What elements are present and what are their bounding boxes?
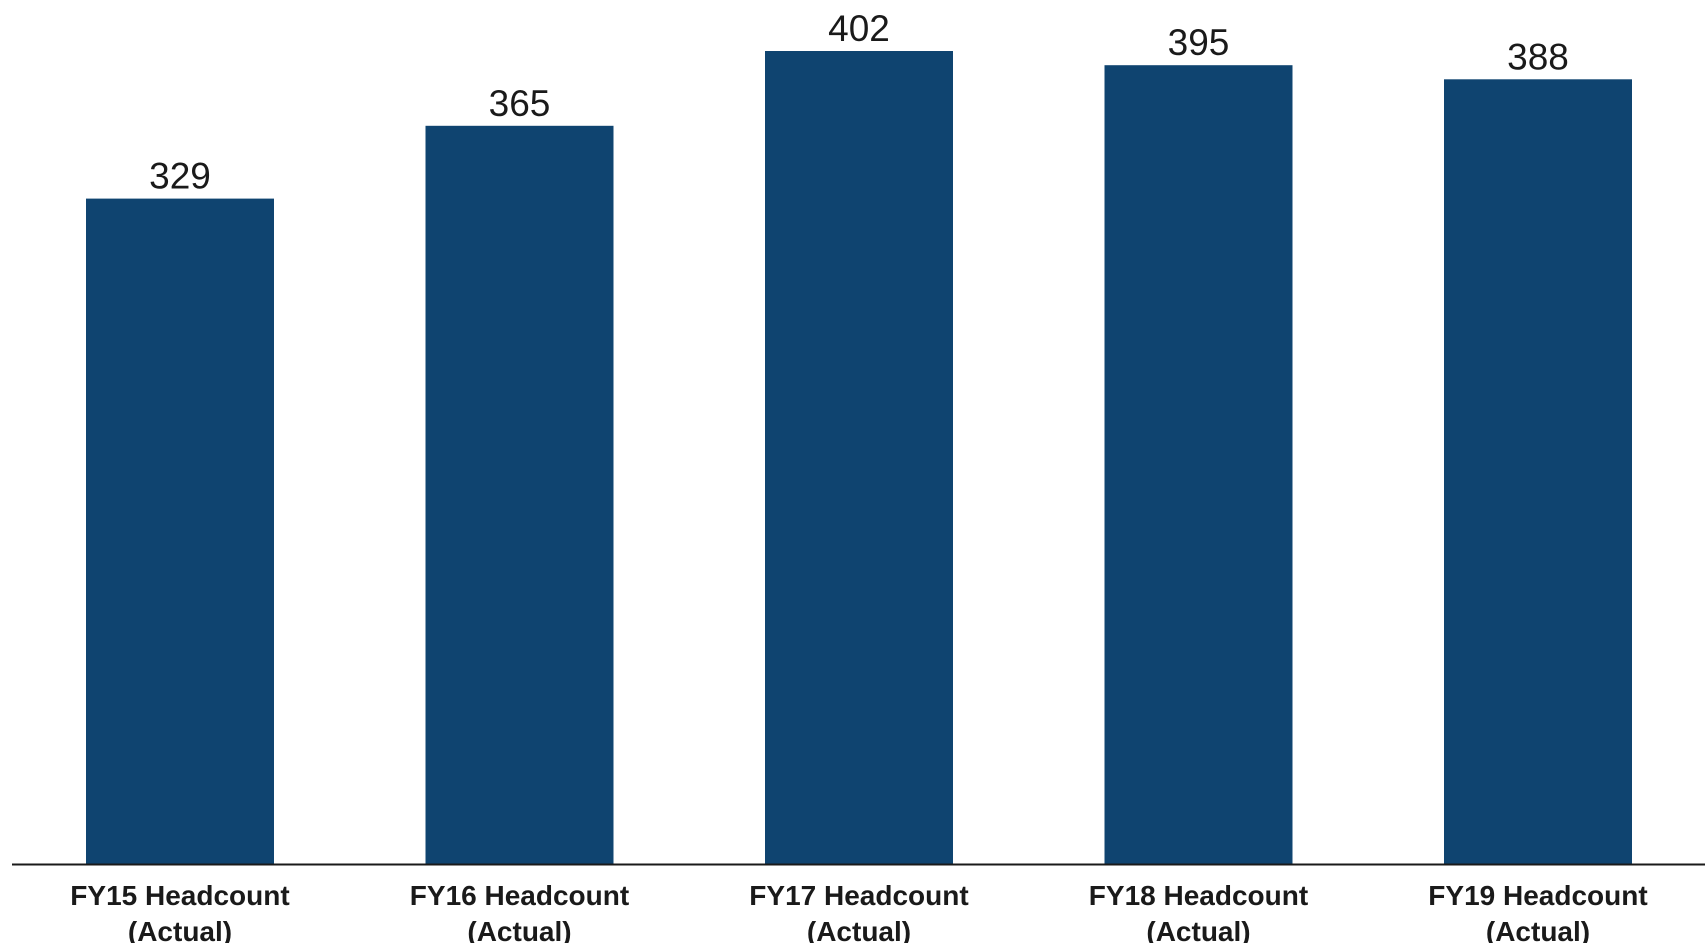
bar-value-label-0: 329 <box>149 156 211 197</box>
category-label-2-line-1: FY17 Headcount <box>749 880 968 911</box>
value-labels-group: 329 365 402 395 388 <box>149 8 1569 197</box>
bar-0 <box>86 198 274 865</box>
category-label-3-line-2: (Actual) <box>1146 916 1250 943</box>
bars-group <box>86 51 1632 865</box>
category-label-1-line-2: (Actual) <box>467 916 571 943</box>
category-label-4-line-1: FY19 Headcount <box>1428 880 1647 911</box>
bar-value-label-1: 365 <box>489 83 551 124</box>
category-label-3-line-1: FY18 Headcount <box>1089 880 1308 911</box>
bar-value-label-3: 395 <box>1168 22 1230 63</box>
category-label-0-line-1: FY15 Headcount <box>70 880 289 911</box>
bar-value-label-4: 388 <box>1507 36 1569 77</box>
category-labels-group: FY15 Headcount (Actual) FY16 Headcount (Act… <box>70 880 1647 943</box>
category-label-0-line-2: (Actual) <box>128 916 232 943</box>
category-label-1-line-1: FY16 Headcount <box>410 880 629 911</box>
category-label-2-line-2: (Actual) <box>807 916 911 943</box>
bar-value-label-2: 402 <box>828 8 890 49</box>
category-label-4-line-2: (Actual) <box>1486 916 1590 943</box>
bar-1 <box>425 125 614 865</box>
bar-4 <box>1444 79 1632 865</box>
bar-3 <box>1104 65 1293 864</box>
bar-2 <box>765 51 953 864</box>
